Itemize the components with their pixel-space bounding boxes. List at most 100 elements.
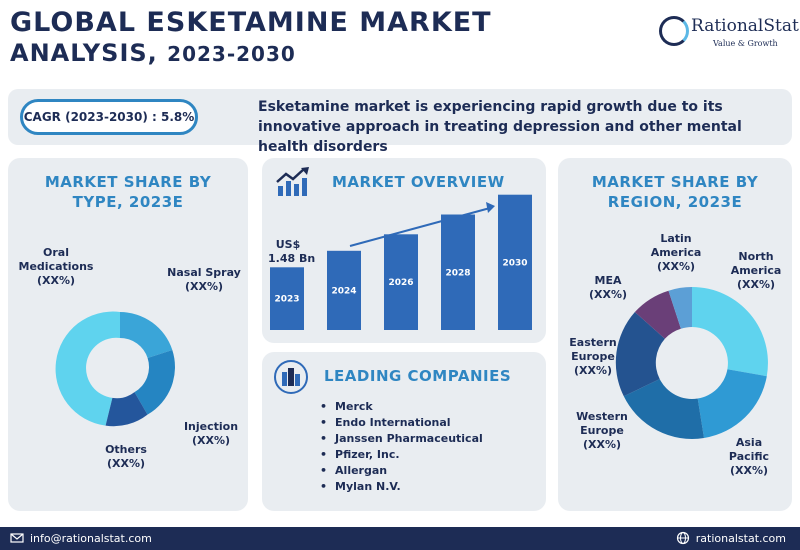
page-title: GLOBAL ESKETAMINE MARKET ANALYSIS, 2023-… [10, 8, 492, 69]
overview-bar-year-label: 2024 [331, 286, 356, 296]
label-mea-line2: (XX%) [588, 288, 628, 301]
label-na-line3: (XX%) [736, 278, 776, 291]
overview-bar-2026 [384, 234, 418, 330]
label-latam-line1: Latin [660, 232, 692, 245]
label-we-line3: (XX%) [582, 438, 622, 451]
label-mea-line1: MEA [594, 274, 622, 287]
summary-banner: CAGR (2023-2030) : 5.8% Esketamine marke… [8, 89, 792, 155]
rationalstat-logo: RationalStat Value & Growth [655, 14, 799, 54]
overview-bar-chart: 2023 2024 2026 2028 2030 [270, 194, 532, 330]
overview-bar-2030 [498, 194, 532, 330]
title-line-2: ANALYSIS, 2023-2030 [10, 38, 492, 69]
company-item: Allergan [320, 463, 483, 479]
region-donut-chart [615, 286, 768, 439]
region-panel-title: MARKET SHARE BY REGION, 2023E [558, 172, 792, 212]
logo-name: RationalStat [691, 16, 799, 36]
donut-slice-mea [634, 290, 681, 339]
footer-website-text[interactable]: rationalstat.com [695, 531, 786, 545]
footer-website[interactable]: rationalstat.com [676, 531, 786, 545]
company-item: Mylan N.V. [320, 479, 483, 495]
label-latin-america: Latin America (XX%) [648, 232, 704, 274]
companies-title: LEADING COMPANIES [324, 367, 512, 385]
overview-bar-year-label: 2028 [445, 268, 470, 278]
label-asia-pacific: Asia Pacific (XX%) [726, 436, 772, 478]
label-north-america: North America (XX%) [728, 250, 784, 292]
region-share-panel: MARKET SHARE BY REGION, 2023E Latin Amer… [558, 158, 792, 511]
label-injection-line2: (XX%) [191, 434, 231, 447]
label-mea: MEA (XX%) [588, 274, 628, 302]
footer-email[interactable]: info@rationalstat.com [10, 531, 152, 545]
company-item: Merck [320, 399, 483, 415]
overview-title: MARKET OVERVIEW [332, 173, 505, 191]
label-nasal-spray: Nasal Spray (XX%) [166, 266, 242, 294]
company-item: Pfizer, Inc. [320, 447, 483, 463]
donut-slice-injection [134, 350, 175, 415]
label-oral-line1: Oral [43, 246, 69, 259]
cagr-badge: CAGR (2023-2030) : 5.8% [20, 99, 198, 135]
title-line-1: GLOBAL ESKETAMINE MARKET [10, 7, 492, 38]
label-oral-line2: Medications [18, 260, 94, 273]
label-western-europe: Western Europe (XX%) [572, 410, 632, 452]
label-eastern-europe: Eastern Europe (XX%) [566, 336, 620, 378]
company-item: Endo International [320, 415, 483, 431]
overview-bar-2023 [270, 267, 304, 330]
label-ee-line1: Eastern [569, 336, 617, 349]
label-ap-line1: Asia [735, 436, 763, 449]
donut-slice-north-america [692, 287, 768, 377]
market-overview-panel: MARKET OVERVIEW US$ 1.48 Bn 2023 2024 2026… [262, 158, 546, 343]
donut-slice-western-europe [623, 379, 704, 439]
trend-arrow-head-icon [486, 202, 495, 213]
companies-list: Merck Endo International Janssen Pharmac… [320, 399, 483, 495]
email-icon [10, 533, 24, 543]
label-nasal-line1: Nasal Spray [167, 266, 241, 279]
overview-value-label: US$ 1.48 Bn [268, 238, 316, 266]
label-others-line2: (XX%) [106, 457, 146, 470]
label-others-line1: Others [105, 443, 147, 456]
label-we-line2: Europe [580, 424, 624, 437]
donut-slice-eastern-europe [615, 312, 665, 397]
type-donut-chart [55, 311, 175, 427]
footer-email-text[interactable]: info@rationalstat.com [30, 531, 152, 545]
label-we-line1: Western [576, 410, 628, 423]
region-title-line-1: MARKET SHARE BY [591, 173, 759, 191]
label-ap-line2: Pacific [728, 450, 770, 463]
company-item: Janssen Pharmaceutical [320, 431, 483, 447]
donut-slice-nasal [120, 312, 173, 358]
label-oral-medications: Oral Medications (XX%) [16, 246, 96, 288]
title-analysis: ANALYSIS, [10, 39, 158, 67]
label-latam-line2: America [650, 246, 702, 259]
label-injection-line1: Injection [183, 420, 239, 433]
label-latam-line3: (XX%) [656, 260, 696, 273]
overview-bar-year-label: 2030 [502, 258, 527, 268]
type-panel-title: MARKET SHARE BY TYPE, 2023E [8, 172, 248, 212]
label-na-line1: North [738, 250, 774, 263]
building-icon [274, 360, 308, 394]
donut-slice-oral [55, 311, 120, 426]
banner-text: Esketamine market is experiencing rapid … [258, 99, 742, 155]
overview-bar-year-label: 2023 [274, 295, 299, 305]
type-title-line-2: TYPE, 2023E [72, 193, 184, 211]
type-share-panel: MARKET SHARE BY TYPE, 2023E Oral Medicat… [8, 158, 248, 511]
footer-bar: info@rationalstat.com rationalstat.com [0, 527, 800, 550]
overview-value-currency: US$ [275, 238, 301, 251]
globe-icon [676, 531, 689, 545]
label-injection: Injection (XX%) [180, 420, 242, 448]
label-ee-line3: (XX%) [573, 364, 613, 377]
logo-tagline: Value & Growth [713, 39, 778, 48]
overview-bar-year-label: 2026 [388, 278, 413, 288]
label-oral-line3: (XX%) [36, 274, 76, 287]
donut-slice-others [105, 392, 148, 427]
overview-bar-2024 [327, 250, 361, 330]
title-years: 2023-2030 [167, 42, 296, 66]
label-others: Others (XX%) [100, 443, 152, 471]
donut-slice-latin-america [668, 286, 692, 329]
logo-ring-icon [659, 16, 689, 46]
overview-value-amount: 1.48 Bn [268, 252, 316, 265]
growth-chart-icon [276, 167, 309, 196]
overview-bar-2028 [441, 214, 475, 330]
label-ee-line2: Europe [571, 350, 615, 363]
label-nasal-line2: (XX%) [184, 280, 224, 293]
label-ap-line3: (XX%) [729, 464, 769, 477]
leading-companies-panel: LEADING COMPANIES Merck Endo Internation… [262, 352, 546, 511]
donut-slice-asia-pacific [697, 369, 767, 438]
